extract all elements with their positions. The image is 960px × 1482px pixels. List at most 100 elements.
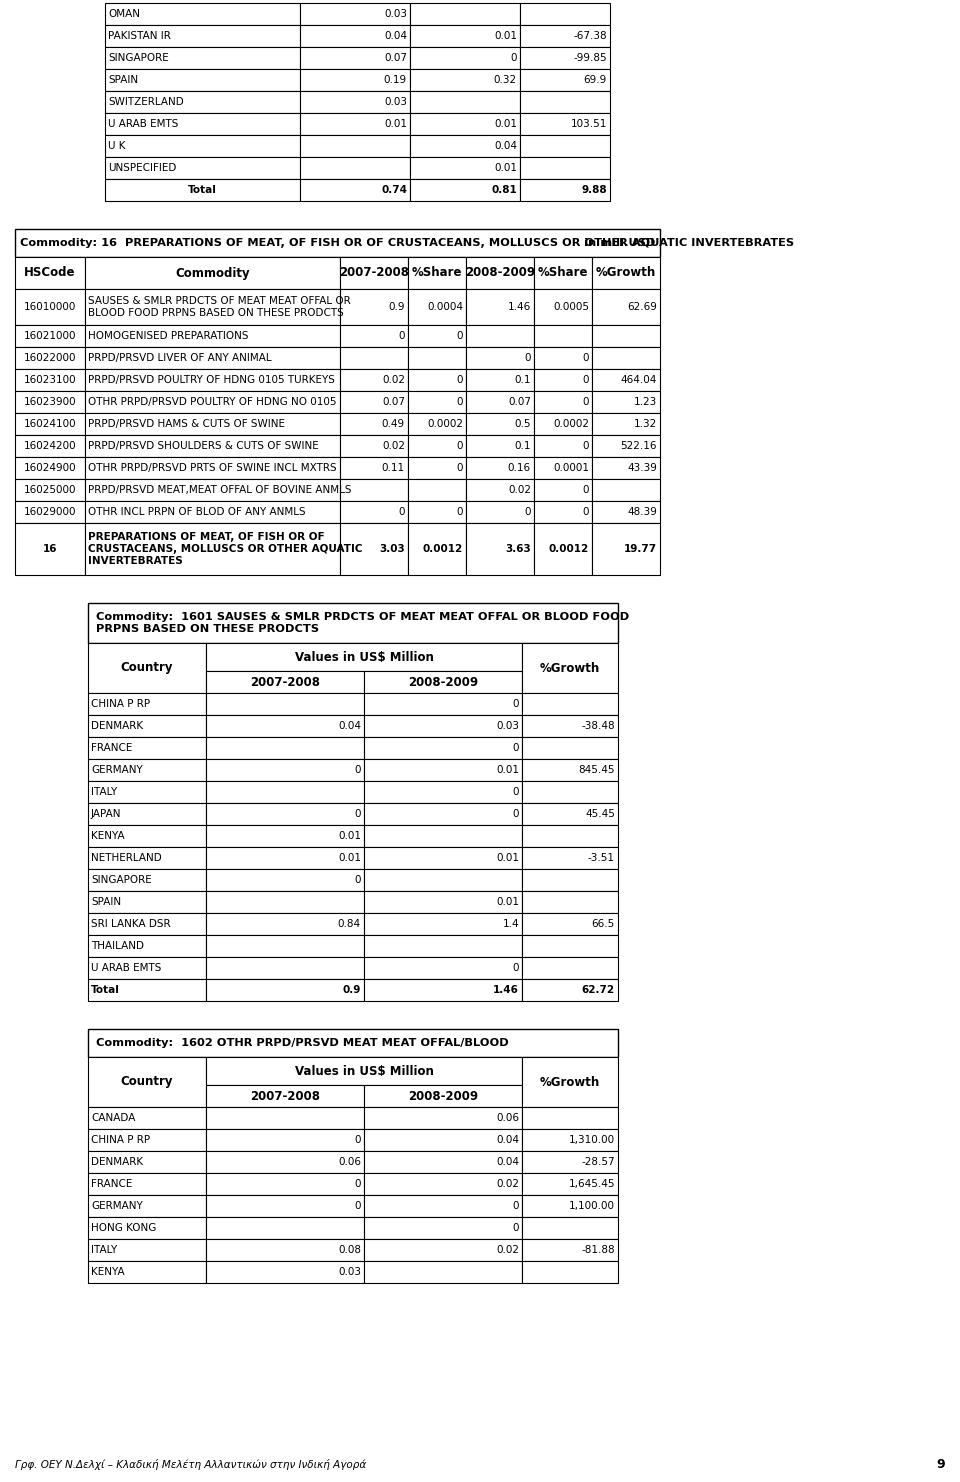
Bar xyxy=(522,980,618,1000)
Bar xyxy=(364,935,522,957)
Text: 0.0002: 0.0002 xyxy=(553,419,589,428)
Bar xyxy=(592,325,660,347)
Bar xyxy=(364,671,522,694)
Text: 0.04: 0.04 xyxy=(496,1157,519,1166)
Text: 69.9: 69.9 xyxy=(584,76,607,84)
Text: SPAIN: SPAIN xyxy=(91,897,121,907)
Text: 0: 0 xyxy=(513,742,519,753)
Bar xyxy=(340,501,408,523)
Text: 16024200: 16024200 xyxy=(24,442,76,451)
Text: 16025000: 16025000 xyxy=(24,485,76,495)
Bar xyxy=(364,848,522,868)
Text: Values in US$ Million: Values in US$ Million xyxy=(295,1064,433,1077)
Text: -67.38: -67.38 xyxy=(573,31,607,41)
Text: 2007-2008: 2007-2008 xyxy=(250,676,320,689)
Text: 0: 0 xyxy=(354,1200,361,1211)
Bar xyxy=(592,479,660,501)
Text: 0.04: 0.04 xyxy=(338,722,361,731)
Text: 0.74: 0.74 xyxy=(381,185,407,196)
Bar xyxy=(88,737,206,759)
Bar xyxy=(88,868,206,891)
Bar xyxy=(364,1239,522,1261)
Bar xyxy=(520,90,610,113)
Bar xyxy=(522,803,618,825)
Bar xyxy=(88,1172,206,1194)
Bar xyxy=(300,179,410,202)
Bar xyxy=(206,643,522,671)
Text: 2008-2009: 2008-2009 xyxy=(408,676,478,689)
Text: 16023900: 16023900 xyxy=(24,397,76,408)
Bar xyxy=(364,694,522,714)
Bar xyxy=(206,1194,364,1217)
Bar xyxy=(206,737,364,759)
Bar xyxy=(408,456,466,479)
Bar xyxy=(85,456,340,479)
Bar xyxy=(206,980,364,1000)
Bar xyxy=(340,369,408,391)
Text: %Share: %Share xyxy=(412,267,463,280)
Bar xyxy=(15,325,85,347)
Bar xyxy=(340,325,408,347)
Text: 0.06: 0.06 xyxy=(338,1157,361,1166)
Text: 0: 0 xyxy=(457,442,463,451)
Bar xyxy=(408,391,466,413)
Text: 16023100: 16023100 xyxy=(24,375,76,385)
Text: 0.02: 0.02 xyxy=(496,1245,519,1255)
Text: 0: 0 xyxy=(583,397,589,408)
Text: FRANCE: FRANCE xyxy=(91,1180,132,1189)
Bar xyxy=(85,391,340,413)
Bar xyxy=(364,1172,522,1194)
Text: PRPD/PRSVD POULTRY OF HDNG 0105 TURKEYS: PRPD/PRSVD POULTRY OF HDNG 0105 TURKEYS xyxy=(88,375,335,385)
Text: PRPD/PRSVD MEAT,MEAT OFFAL OF BOVINE ANMLS: PRPD/PRSVD MEAT,MEAT OFFAL OF BOVINE ANM… xyxy=(88,485,351,495)
Bar xyxy=(592,501,660,523)
Text: -3.51: -3.51 xyxy=(588,854,615,863)
Text: 0: 0 xyxy=(513,809,519,820)
Text: 845.45: 845.45 xyxy=(579,765,615,775)
Bar xyxy=(364,1129,522,1152)
Bar xyxy=(466,369,534,391)
Text: 0: 0 xyxy=(511,53,517,64)
Text: 19.77: 19.77 xyxy=(624,544,657,554)
Text: Commodity: Commodity xyxy=(175,267,250,280)
Text: Total: Total xyxy=(188,185,217,196)
Text: -38.48: -38.48 xyxy=(582,722,615,731)
Bar xyxy=(410,70,520,90)
Bar xyxy=(85,479,340,501)
Bar xyxy=(408,325,466,347)
Text: Commodity:  1601 SAUSES & SMLR PRDCTS OF MEAT MEAT OFFAL OR BLOOD FOOD
PRPNS BAS: Commodity: 1601 SAUSES & SMLR PRDCTS OF … xyxy=(96,612,629,634)
Bar xyxy=(410,157,520,179)
Bar xyxy=(105,25,300,47)
Bar xyxy=(522,868,618,891)
Text: 2007-2008: 2007-2008 xyxy=(339,267,409,280)
Bar xyxy=(15,413,85,436)
Text: 0.01: 0.01 xyxy=(494,163,517,173)
Text: ITALY: ITALY xyxy=(91,1245,117,1255)
Bar xyxy=(300,90,410,113)
Text: -99.85: -99.85 xyxy=(573,53,607,64)
Bar xyxy=(522,1107,618,1129)
Bar xyxy=(88,935,206,957)
Bar xyxy=(105,157,300,179)
Bar xyxy=(520,47,610,70)
Text: %Growth: %Growth xyxy=(596,267,656,280)
Text: Commodity:  1602 OTHR PRPD/PRSVD MEAT MEAT OFFAL/BLOOD: Commodity: 1602 OTHR PRPD/PRSVD MEAT MEA… xyxy=(96,1037,509,1048)
Bar xyxy=(522,1217,618,1239)
Bar xyxy=(592,347,660,369)
Bar xyxy=(408,413,466,436)
Bar xyxy=(534,523,592,575)
Bar xyxy=(408,369,466,391)
Bar xyxy=(522,737,618,759)
Text: SINGAPORE: SINGAPORE xyxy=(108,53,169,64)
Bar xyxy=(85,256,340,289)
Bar xyxy=(206,1152,364,1172)
Text: OTHR INCL PRPN OF BLOD OF ANY ANMLS: OTHR INCL PRPN OF BLOD OF ANY ANMLS xyxy=(88,507,305,517)
Bar xyxy=(340,391,408,413)
Text: 1.4: 1.4 xyxy=(502,919,519,929)
Text: 0.19: 0.19 xyxy=(384,76,407,84)
Bar xyxy=(534,456,592,479)
Text: 0.81: 0.81 xyxy=(492,185,517,196)
Text: 0: 0 xyxy=(524,507,531,517)
Bar xyxy=(15,523,85,575)
Bar xyxy=(206,1057,522,1085)
Text: 0: 0 xyxy=(354,1135,361,1146)
